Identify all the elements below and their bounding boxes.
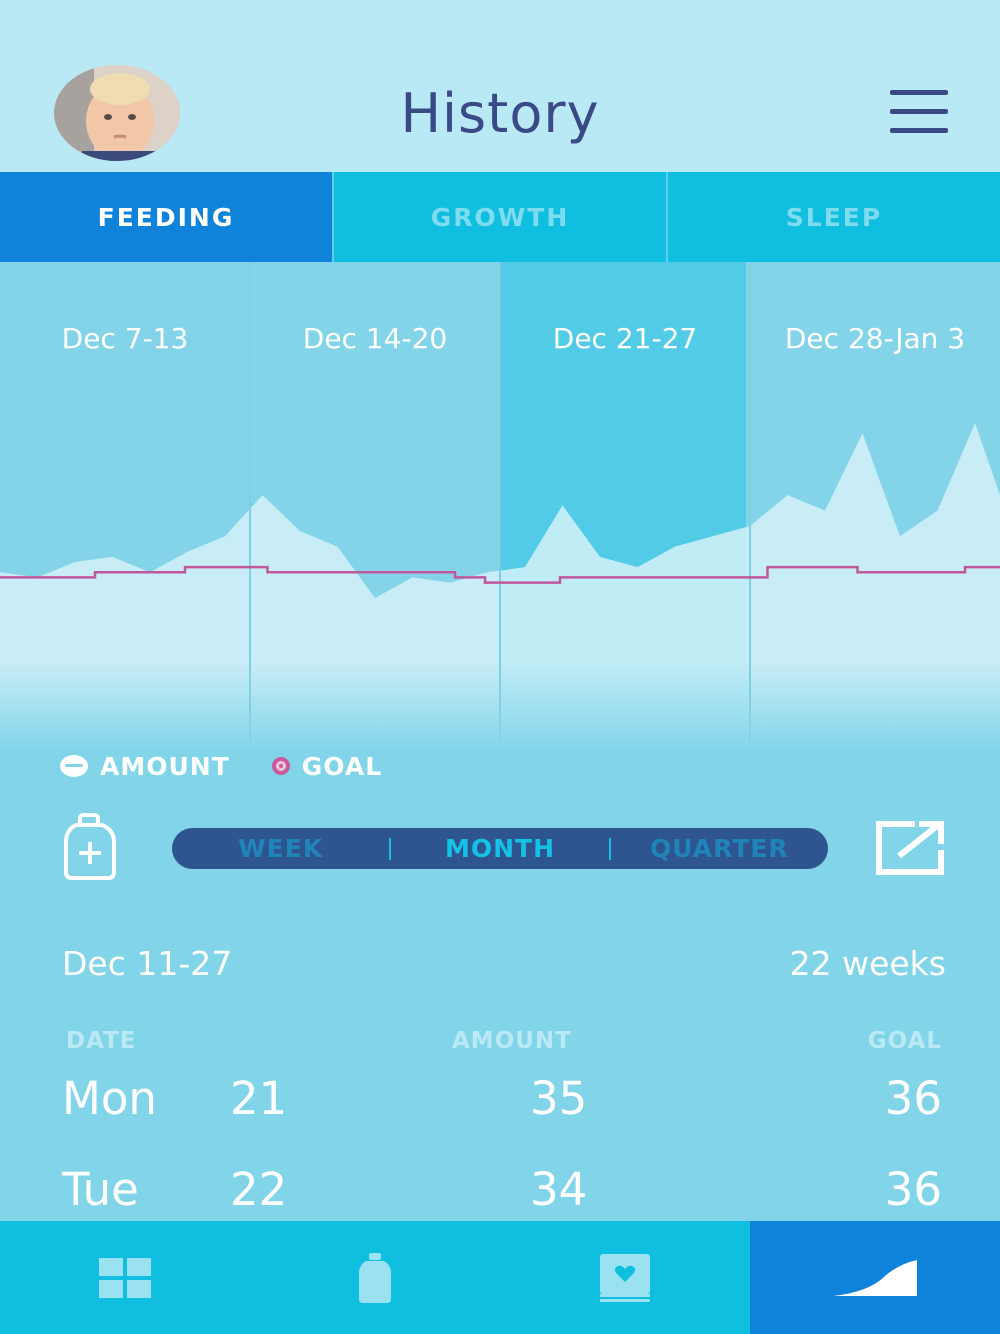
row-date: 21: [230, 1072, 288, 1125]
chart-plot: [0, 262, 1000, 752]
legend-amount: AMOUNT: [60, 752, 230, 781]
amount-legend-icon: [60, 755, 88, 777]
legend-goal-label: GOAL: [301, 751, 383, 781]
col-header-date: DATE: [66, 1028, 137, 1054]
week-label-2[interactable]: Dec 14-20: [302, 322, 448, 355]
legend-goal: GOAL: [271, 751, 383, 781]
tab-feeding[interactable]: FEEDING: [0, 172, 332, 262]
row-day: Tue: [62, 1163, 139, 1216]
range-divider: [608, 837, 611, 860]
feeding-chart: Dec 7-13 Dec 14-20 Dec 21-27 Dec 28-Jan …: [0, 262, 1000, 752]
week-label-3[interactable]: Dec 21-27: [552, 322, 698, 355]
baby-avatar[interactable]: [54, 65, 180, 161]
category-tabs: FEEDING GROWTH SLEEP: [0, 172, 1000, 262]
week-label-1[interactable]: Dec 7-13: [61, 322, 189, 355]
chart-legend: AMOUNT GOAL: [60, 748, 424, 784]
journal-heart-icon: [600, 1253, 650, 1302]
row-goal: 36: [884, 1163, 942, 1216]
avatar-image: [54, 65, 180, 161]
row-amount: 35: [530, 1072, 588, 1125]
hamburger-menu-icon[interactable]: [890, 90, 948, 134]
tab-growth[interactable]: GROWTH: [332, 172, 666, 262]
range-selector: WEEK MONTH QUARTER: [172, 828, 828, 869]
weeks-count: 22 weeks: [789, 944, 946, 983]
nav-history[interactable]: [750, 1221, 1000, 1334]
bottom-nav: [0, 1221, 1000, 1334]
range-divider: [389, 837, 392, 860]
range-week[interactable]: WEEK: [238, 834, 324, 863]
week-label-4[interactable]: Dec 28-Jan 3: [784, 322, 966, 355]
range-quarter[interactable]: QUARTER: [650, 834, 789, 863]
nav-journal[interactable]: [500, 1221, 750, 1334]
range-month[interactable]: MONTH: [444, 834, 555, 863]
row-goal: 36: [884, 1072, 942, 1125]
nav-bottle[interactable]: [250, 1221, 500, 1334]
nav-dashboard[interactable]: [0, 1221, 250, 1334]
tab-sleep[interactable]: SLEEP: [666, 172, 1000, 262]
header: History: [0, 0, 1000, 172]
history-chart-icon: [833, 1259, 917, 1296]
legend-amount-label: AMOUNT: [100, 751, 230, 781]
add-bottle-icon[interactable]: [62, 812, 118, 882]
table-row[interactable]: Mon 21 35 36: [0, 1072, 1000, 1142]
table-row[interactable]: Tue 22 34 36: [0, 1163, 1000, 1233]
date-range: Dec 11-27: [62, 944, 233, 983]
bottle-icon: [359, 1252, 391, 1303]
row-day: Mon: [62, 1072, 157, 1125]
row-amount: 34: [530, 1163, 588, 1216]
col-header-amount: AMOUNT: [452, 1028, 572, 1054]
export-icon[interactable]: [875, 820, 945, 876]
row-date: 22: [230, 1163, 288, 1216]
goal-line: [0, 565, 1000, 584]
page-title: History: [400, 82, 600, 145]
dashboard-grid-icon: [99, 1257, 151, 1298]
goal-legend-icon: [271, 757, 290, 775]
col-header-goal: GOAL: [867, 1028, 942, 1054]
